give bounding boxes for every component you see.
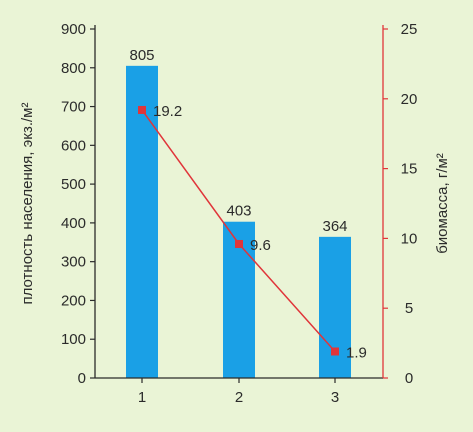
biomass-point-3 — [331, 347, 339, 356]
y-right-tick-label: 0 — [405, 370, 413, 387]
y-right-tick-label: 20 — [401, 91, 418, 108]
y-axis-right-title: биомасса, г/м² — [434, 153, 451, 254]
biomass-value-label-1: 19.2 — [153, 103, 182, 120]
biomass-value-label-2: 9.6 — [250, 237, 271, 254]
y-left-tick-label: 500 — [61, 176, 86, 193]
x-tick-label-2: 2 — [235, 389, 243, 406]
biomass-value-label-3: 1.9 — [346, 344, 367, 361]
y-right-tick-label: 10 — [401, 230, 418, 247]
y-left-tick-label: 800 — [61, 60, 86, 77]
bar-1 — [126, 65, 158, 378]
y-left-tick-label: 100 — [61, 331, 86, 348]
bar-value-label-1: 805 — [129, 47, 154, 64]
y-right-tick-label: 15 — [401, 161, 418, 178]
y-right-tick-label: 25 — [401, 21, 418, 38]
y-right-tick-label: 5 — [405, 300, 413, 317]
bar-value-label-3: 364 — [322, 218, 347, 235]
y-left-tick-label: 400 — [61, 215, 86, 232]
bar-value-label-2: 403 — [226, 203, 251, 220]
x-tick-label-3: 3 — [331, 389, 339, 406]
y-left-tick-label: 900 — [61, 21, 86, 38]
x-tick-label-1: 1 — [138, 389, 146, 406]
y-left-tick-label: 0 — [78, 370, 86, 387]
y-axis-left-title: плотность населения, экз./м² — [19, 103, 36, 305]
y-left-tick-label: 700 — [61, 99, 86, 116]
y-left-tick-label: 600 — [61, 137, 86, 154]
y-left-tick-label: 200 — [61, 292, 86, 309]
biomass-point-1 — [138, 105, 146, 114]
biomass-point-2 — [235, 239, 243, 248]
y-left-tick-label: 300 — [61, 254, 86, 271]
